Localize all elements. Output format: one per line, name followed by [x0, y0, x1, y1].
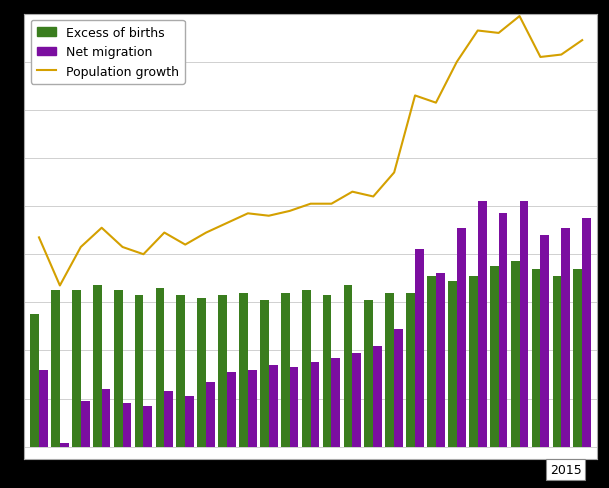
Bar: [30, 315, 39, 447]
Bar: [561, 228, 570, 447]
Bar: [248, 370, 256, 447]
Bar: [185, 396, 194, 447]
Bar: [155, 288, 164, 447]
Bar: [311, 363, 319, 447]
Bar: [177, 296, 185, 447]
Bar: [582, 219, 591, 447]
Bar: [197, 298, 206, 447]
Bar: [469, 276, 477, 447]
Bar: [406, 293, 415, 447]
Bar: [552, 276, 561, 447]
Bar: [227, 372, 236, 447]
Bar: [206, 382, 215, 447]
Bar: [343, 286, 353, 447]
Bar: [415, 250, 424, 447]
Bar: [239, 293, 248, 447]
Bar: [93, 286, 102, 447]
Bar: [39, 370, 48, 447]
Bar: [436, 274, 445, 447]
Bar: [499, 214, 507, 447]
Bar: [373, 346, 382, 447]
Bar: [122, 404, 132, 447]
Text: 2015: 2015: [550, 463, 582, 476]
Bar: [218, 296, 227, 447]
Bar: [532, 269, 540, 447]
Bar: [457, 228, 466, 447]
Bar: [144, 406, 152, 447]
Bar: [519, 202, 528, 447]
Legend: Excess of births, Net migration, Population growth: Excess of births, Net migration, Populat…: [30, 21, 185, 85]
Bar: [331, 358, 340, 447]
Bar: [269, 365, 278, 447]
Bar: [448, 281, 457, 447]
Bar: [490, 266, 499, 447]
Bar: [574, 269, 582, 447]
Bar: [477, 202, 487, 447]
Bar: [290, 367, 298, 447]
Bar: [353, 353, 361, 447]
Bar: [540, 236, 549, 447]
Bar: [394, 329, 403, 447]
Bar: [114, 291, 122, 447]
Bar: [302, 291, 311, 447]
Bar: [385, 293, 394, 447]
Bar: [260, 300, 269, 447]
Bar: [511, 262, 519, 447]
Bar: [102, 389, 110, 447]
Bar: [72, 291, 81, 447]
Bar: [51, 291, 60, 447]
Bar: [427, 276, 436, 447]
Bar: [164, 391, 173, 447]
Bar: [135, 296, 144, 447]
Bar: [323, 296, 331, 447]
Bar: [365, 300, 373, 447]
Bar: [281, 293, 290, 447]
Bar: [60, 443, 69, 447]
Bar: [81, 401, 90, 447]
